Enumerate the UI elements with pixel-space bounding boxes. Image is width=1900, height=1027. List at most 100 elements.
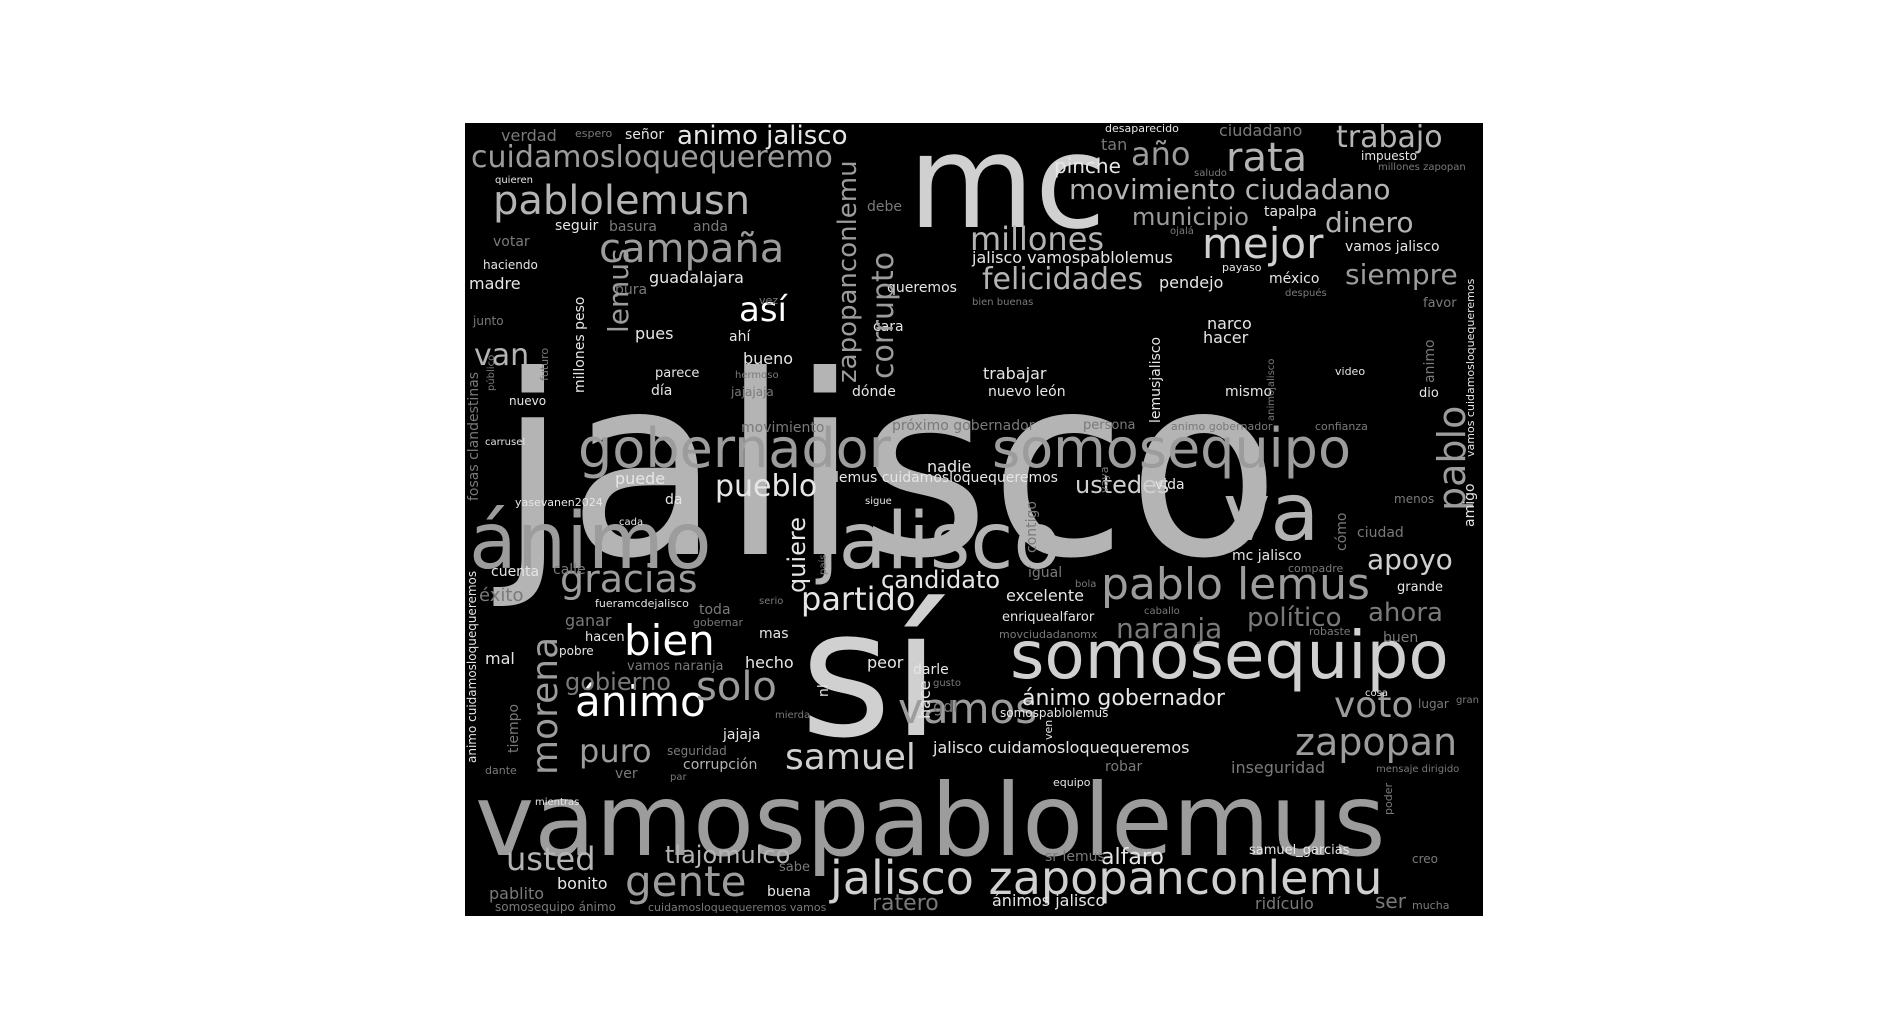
- cloud-word: dante: [485, 764, 517, 777]
- cloud-word: impuesto: [1361, 149, 1417, 163]
- cloud-word: narco: [1207, 314, 1252, 333]
- cloud-word: corrupción: [683, 757, 758, 773]
- cloud-word: dinero: [1325, 206, 1414, 239]
- cloud-word: gobernar: [693, 616, 744, 629]
- cloud-word: sí: [800, 572, 941, 777]
- cloud-word: lemus: [602, 248, 635, 333]
- cloud-word: puede: [615, 469, 666, 488]
- cloud-word: gente: [625, 857, 747, 906]
- cloud-word: caballo: [1144, 606, 1180, 617]
- cloud-word: mensaje dirigido: [1376, 764, 1460, 775]
- cloud-word: sigue: [865, 496, 892, 507]
- cloud-word: puro: [579, 732, 652, 770]
- cloud-word: quieren: [495, 175, 533, 186]
- cloud-word: enriquealfaror: [1002, 610, 1095, 625]
- cloud-word: animojalisco: [1266, 358, 1277, 421]
- cloud-word: ser: [1375, 889, 1406, 913]
- cloud-word: robaste: [1309, 625, 1351, 638]
- cloud-word: mc: [908, 123, 1107, 258]
- cloud-word: naranja: [1116, 612, 1223, 645]
- cloud-word: así: [739, 290, 787, 330]
- cloud-word: pobre: [559, 644, 594, 658]
- cloud-word: jajaja: [723, 727, 761, 743]
- cloud-word: jalisco zapopanconlemu: [830, 851, 1383, 905]
- cloud-word: zapopanconlemu: [833, 160, 863, 383]
- cloud-word: mc jalisco: [1232, 548, 1302, 564]
- cloud-word: creo: [1412, 852, 1438, 866]
- cloud-word: animo gobernador: [1171, 420, 1273, 433]
- cloud-word: vamos naranja: [627, 659, 724, 674]
- cloud-word: cuidamosloquequeremo: [471, 140, 833, 175]
- cloud-word: poder: [1382, 783, 1395, 815]
- cloud-word: somosequipo ánimo: [495, 900, 616, 914]
- cloud-word: gobierno: [565, 668, 671, 696]
- cloud-word: bueno: [743, 349, 794, 368]
- cloud-word: da: [665, 492, 683, 508]
- cloud-word: confianza: [1315, 420, 1368, 433]
- cloud-word: gusto: [933, 678, 961, 689]
- cloud-word: desaparecido: [1105, 123, 1179, 135]
- cloud-word: amigo: [1462, 483, 1478, 527]
- cloud-word: vamos cuidamosloquequeremos: [1464, 278, 1477, 457]
- cloud-word: gracias: [560, 557, 698, 601]
- cloud-word: madre: [469, 274, 521, 293]
- cloud-word: grande: [1397, 580, 1444, 595]
- cloud-word: junto: [473, 314, 504, 328]
- cloud-word: ánimos jalisco: [992, 891, 1106, 910]
- cloud-word: equipo: [1053, 776, 1091, 789]
- cloud-word: morena: [525, 636, 566, 775]
- cloud-word: dio: [1419, 386, 1439, 401]
- cloud-word: ganar: [565, 611, 612, 630]
- cloud-word: solo: [696, 664, 777, 710]
- cloud-word: calle: [553, 562, 586, 578]
- cloud-word: corrupto: [866, 251, 901, 379]
- cloud-word: payaso: [1222, 261, 1262, 274]
- cloud-word: año: [1131, 135, 1191, 173]
- cloud-word: vamos jalisco: [1345, 239, 1440, 255]
- cloud-word: va: [1223, 466, 1320, 559]
- cloud-word: debe: [867, 199, 902, 215]
- cloud-word: cada: [619, 517, 644, 528]
- cloud-word: vez: [759, 294, 779, 307]
- cloud-word: seguridad: [667, 744, 727, 758]
- cloud-word: vamospablolemus: [475, 762, 1386, 879]
- cloud-word: candidato: [881, 566, 1001, 594]
- cloud-word: usted: [506, 840, 596, 878]
- cloud-word: mientras: [535, 797, 580, 808]
- cloud-word: somospablolemus: [1000, 706, 1109, 720]
- cloud-word: hecho: [745, 653, 794, 672]
- cloud-word: jajajaja: [731, 385, 774, 399]
- cloud-word: jalisco vamospablolemus: [972, 248, 1173, 267]
- cloud-word: bien: [624, 616, 715, 665]
- cloud-word: parece: [655, 366, 700, 381]
- cloud-word: movciudadanomx: [999, 628, 1098, 641]
- cloud-word: basura: [609, 219, 657, 235]
- cloud-word: espero: [575, 127, 613, 140]
- cloud-word: pendejo: [1159, 273, 1224, 292]
- cloud-word: tan: [1101, 135, 1128, 154]
- cloud-word: ratero: [872, 891, 939, 916]
- cloud-word: mejor: [1202, 219, 1324, 268]
- cloud-word: dónde: [852, 384, 896, 400]
- cloud-word: darle: [913, 662, 949, 678]
- cloud-word: millones: [970, 220, 1105, 258]
- cloud-word: siempre: [1345, 258, 1458, 291]
- cloud-word: nuevo: [509, 394, 547, 408]
- cloud-word: bola: [1075, 579, 1097, 590]
- cloud-word: vaya: [1098, 466, 1111, 493]
- cloud-word: movimiento ciudadano: [1069, 173, 1391, 206]
- cloud-word: votar: [493, 234, 530, 250]
- cloud-word: vida: [1155, 477, 1185, 493]
- cloud-word: pinche: [1054, 154, 1121, 178]
- cloud-word: haciendo: [483, 258, 538, 272]
- cloud-word: persona: [1083, 418, 1136, 433]
- cloud-word: felicidades: [982, 262, 1144, 297]
- cloud-word: hermoso: [735, 370, 779, 381]
- cloud-word: méxico: [1269, 271, 1320, 287]
- cloud-word: gran: [1456, 695, 1479, 706]
- cloud-word: buen: [1383, 630, 1419, 646]
- cloud-word: hacer: [1203, 328, 1249, 347]
- cloud-word: animo cuidamosloquequeremos: [465, 570, 479, 763]
- cloud-word: inseguridad: [1231, 758, 1326, 777]
- cloud-word: quiere: [783, 517, 811, 593]
